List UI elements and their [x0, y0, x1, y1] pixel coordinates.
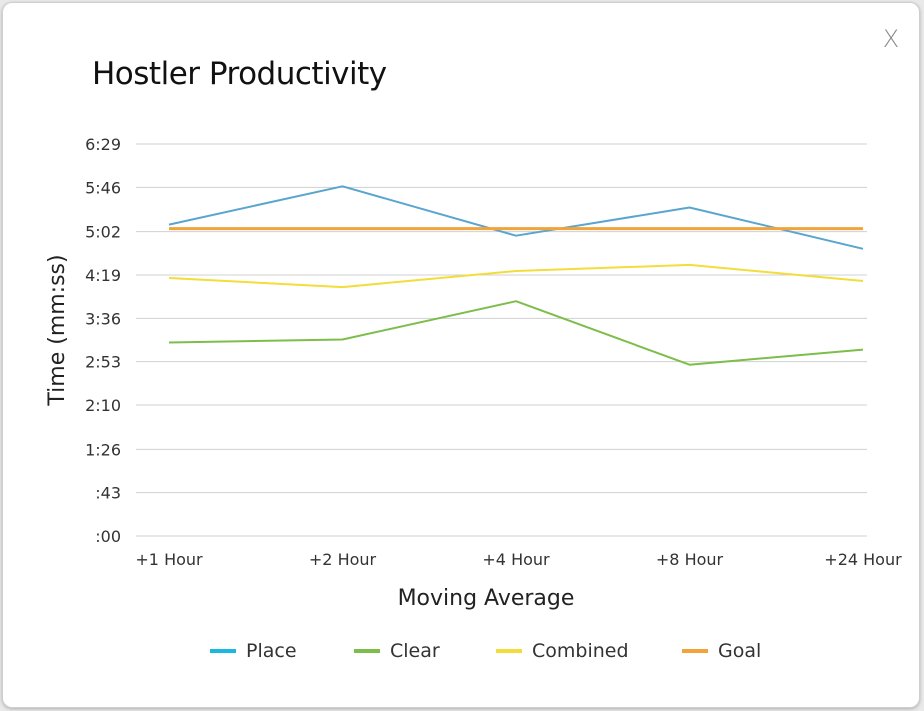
y-tick-label: 5:02 — [85, 223, 121, 242]
legend-item-goal[interactable]: Goal — [682, 638, 761, 664]
close-button[interactable]: X — [882, 25, 900, 53]
y-tick-label: 2:53 — [85, 353, 121, 372]
y-tick-label: 5:46 — [85, 178, 121, 197]
x-tick-label: +8 Hour — [656, 550, 724, 569]
legend-swatch — [496, 649, 522, 653]
y-tick-label: 1:26 — [85, 440, 121, 459]
legend-label: Clear — [390, 640, 440, 662]
legend-item-combined[interactable]: Combined — [496, 638, 629, 664]
series-line-clear — [168, 300, 864, 366]
legend-swatch — [682, 649, 708, 653]
legend-item-clear[interactable]: Clear — [354, 638, 440, 664]
x-tick-labels: +1 Hour +2 Hour +4 Hour +8 Hour +24 Hour — [135, 550, 902, 569]
y-tick-label: :43 — [95, 484, 121, 503]
chart-legend: Place Clear Combined Goal — [0, 638, 924, 664]
y-tick-labels: :00 :43 1:26 2:10 2:53 3:36 4:19 5:02 5:46 6:29 — [85, 135, 121, 546]
series-line-combined — [168, 263, 864, 289]
legend-item-place[interactable]: Place — [210, 638, 297, 664]
x-axis-label: Moving Average — [398, 586, 575, 611]
series-line-place — [168, 185, 864, 250]
series-lines — [168, 185, 864, 366]
y-tick-label: :00 — [95, 527, 121, 546]
gridlines — [136, 143, 867, 537]
chart-title: Hostler Productivity — [92, 56, 387, 92]
x-tick-label: +1 Hour — [135, 550, 203, 569]
y-tick-label: 4:19 — [85, 266, 121, 285]
legend-swatch — [210, 649, 236, 653]
legend-swatch — [354, 649, 380, 653]
y-axis-label: Time (mm:ss) — [45, 254, 70, 406]
x-tick-label: +24 Hour — [824, 550, 902, 569]
y-tick-label: 2:10 — [85, 396, 121, 415]
legend-label: Place — [246, 640, 297, 662]
legend-label: Goal — [718, 640, 762, 662]
x-tick-label: +4 Hour — [482, 550, 550, 569]
legend-label: Combined — [532, 640, 629, 662]
y-tick-label: 3:36 — [85, 309, 121, 328]
y-tick-label: 6:29 — [85, 135, 121, 154]
x-tick-label: +2 Hour — [309, 550, 377, 569]
